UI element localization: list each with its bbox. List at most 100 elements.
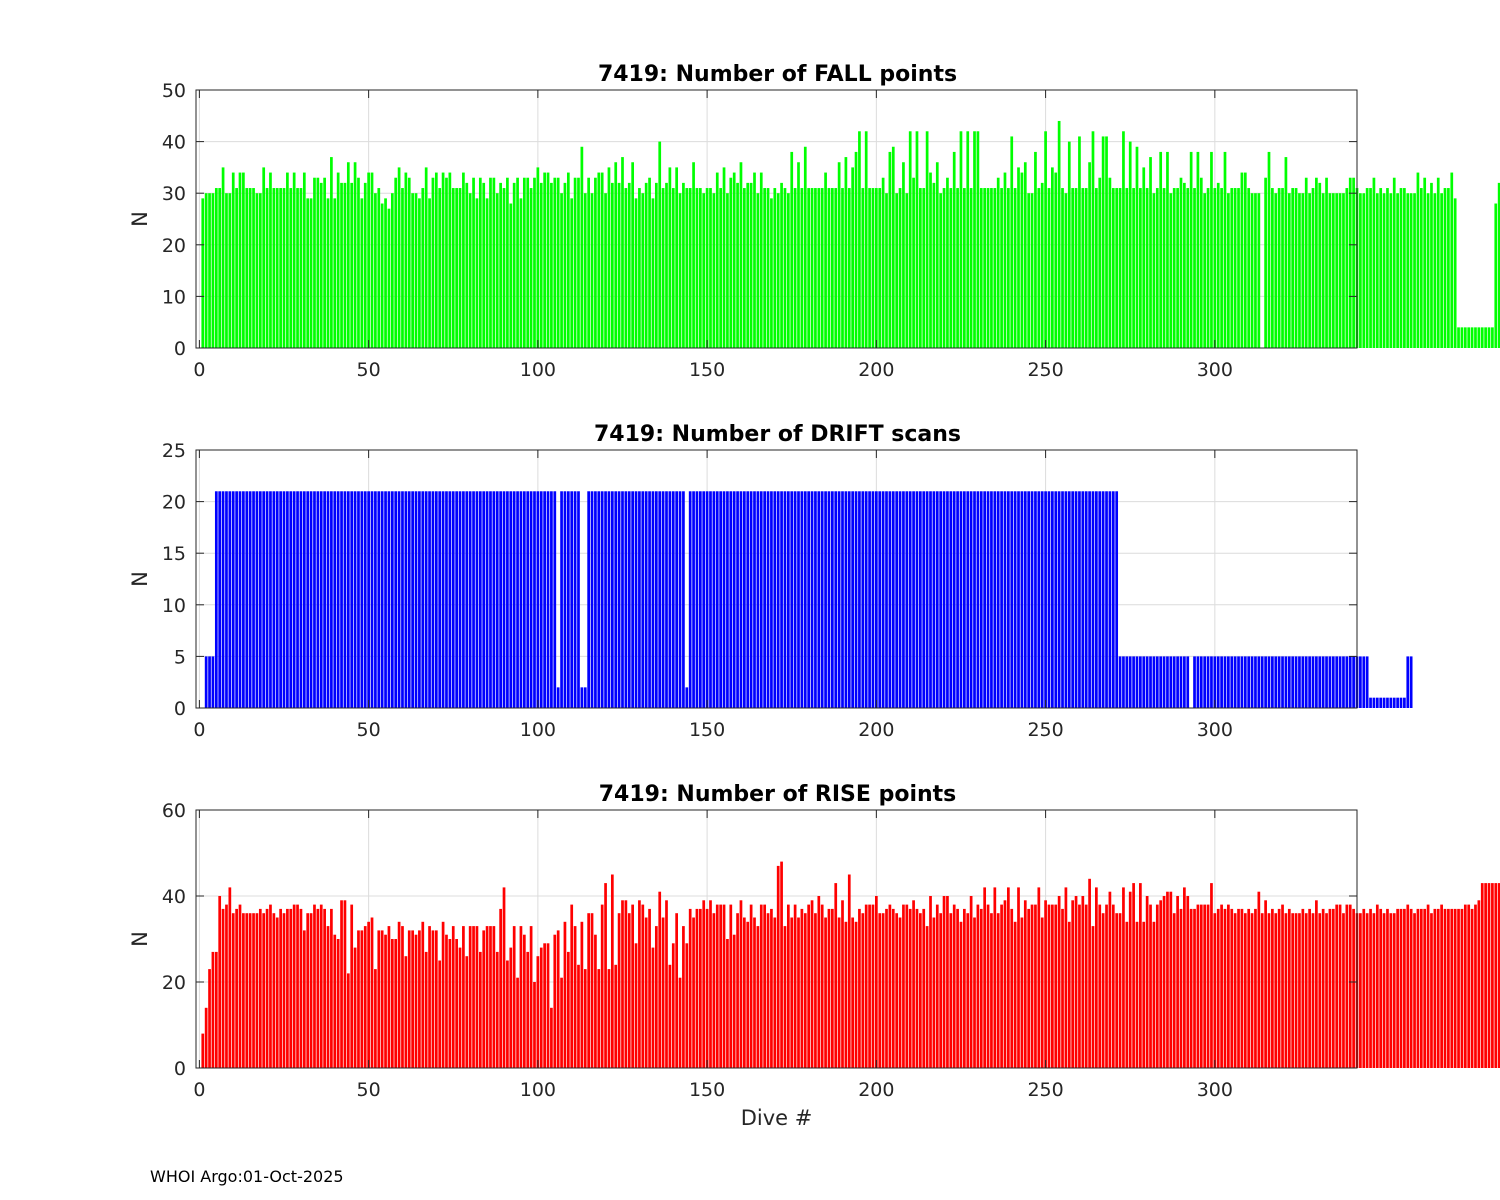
bar	[1220, 188, 1223, 348]
bar	[323, 177, 326, 348]
bar	[1491, 327, 1494, 348]
bar	[976, 131, 980, 348]
bar	[600, 172, 604, 348]
bar	[891, 146, 895, 348]
bar	[851, 167, 855, 348]
bar	[820, 491, 824, 708]
bar	[908, 131, 912, 348]
bar	[272, 913, 276, 1068]
bar	[648, 908, 651, 1068]
bar	[1199, 904, 1203, 1068]
bar	[770, 908, 773, 1068]
bar	[692, 917, 695, 1068]
bar	[1145, 188, 1149, 348]
bar	[204, 656, 208, 708]
bar	[969, 491, 973, 708]
bar	[1135, 146, 1139, 348]
bar	[411, 930, 414, 1068]
bar	[1216, 656, 1220, 708]
bar	[1003, 172, 1007, 348]
bar	[1254, 908, 1257, 1068]
bar	[316, 177, 320, 348]
bar	[296, 491, 299, 708]
bar	[746, 491, 750, 708]
bar	[556, 930, 560, 1068]
bar	[959, 921, 963, 1068]
bar	[939, 193, 943, 348]
bar	[1298, 913, 1301, 1068]
bar	[814, 913, 817, 1068]
bar	[282, 491, 286, 708]
bar	[1142, 167, 1146, 348]
bar	[1084, 188, 1088, 348]
bar	[319, 182, 323, 348]
bar	[742, 917, 746, 1068]
bar	[1382, 697, 1386, 708]
bar	[702, 491, 706, 708]
x-tick-label: 0	[193, 1079, 205, 1101]
bar	[634, 491, 638, 708]
bar	[1301, 193, 1305, 348]
bar	[1030, 193, 1034, 348]
bar	[1108, 177, 1112, 348]
bar	[634, 198, 638, 348]
bar	[326, 491, 330, 708]
bar	[783, 926, 787, 1068]
y-tick-label: 0	[174, 338, 186, 360]
bar	[1240, 656, 1244, 708]
bar	[1409, 193, 1413, 348]
x-tick-label: 200	[858, 719, 894, 741]
bar	[1027, 908, 1031, 1068]
bar	[1105, 904, 1108, 1068]
bar	[966, 131, 970, 348]
bar	[688, 908, 692, 1068]
bar	[543, 491, 546, 708]
bar	[617, 182, 621, 348]
bar	[729, 904, 733, 1068]
bar	[1321, 193, 1325, 348]
bar	[638, 900, 641, 1068]
bar	[885, 491, 888, 708]
bar	[1453, 908, 1457, 1068]
bar	[1237, 908, 1240, 1068]
bar	[726, 491, 729, 708]
bar	[1037, 188, 1041, 348]
bar	[580, 146, 584, 348]
bar	[1233, 913, 1237, 1068]
bar	[993, 188, 997, 348]
bar	[966, 913, 970, 1068]
y-tick-label: 40	[162, 132, 186, 154]
bar	[563, 182, 567, 348]
bar	[654, 926, 658, 1068]
bar	[269, 172, 272, 348]
bar	[709, 900, 712, 1068]
bar	[959, 491, 963, 708]
bar	[786, 491, 790, 708]
bar	[1271, 188, 1274, 348]
bar	[1399, 188, 1403, 348]
bar	[956, 908, 959, 1068]
bar	[1271, 908, 1274, 1068]
bar	[248, 913, 252, 1068]
bar	[1440, 193, 1443, 348]
bar	[363, 491, 367, 708]
bar	[868, 491, 871, 708]
bar	[929, 896, 932, 1068]
bar	[1111, 188, 1115, 348]
bar	[1118, 656, 1122, 708]
bar	[1044, 491, 1047, 708]
bar	[685, 943, 689, 1068]
bar	[895, 913, 899, 1068]
bar	[1291, 188, 1295, 348]
bar	[360, 930, 364, 1068]
bar	[1311, 656, 1315, 708]
bar	[919, 491, 922, 708]
bar	[1044, 131, 1047, 348]
bar	[1101, 913, 1105, 1068]
bar	[624, 188, 628, 348]
bar	[360, 491, 364, 708]
bar	[1443, 188, 1447, 348]
bar	[712, 913, 716, 1068]
bar	[1128, 656, 1132, 708]
bar	[1419, 188, 1423, 348]
